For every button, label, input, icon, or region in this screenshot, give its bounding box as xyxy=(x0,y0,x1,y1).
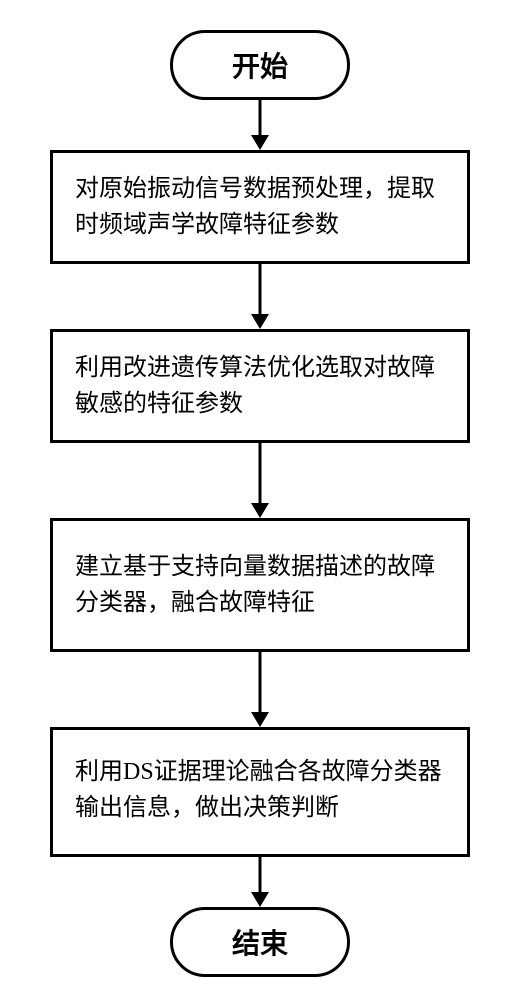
end-label: 结束 xyxy=(232,922,288,962)
arrow-down-icon xyxy=(245,264,275,329)
process-step-3: 建立基于支持向量数据描述的故障分类器，融合故障特征 xyxy=(50,518,470,652)
arrow-2 xyxy=(50,264,470,329)
arrow-down-icon xyxy=(245,443,275,518)
process-step-2: 利用改进遗传算法优化选取对故障敏感的特征参数 xyxy=(50,329,470,443)
flowchart-container: 开始 对原始振动信号数据预处理，提取时频域声学故障特征参数 利用改进遗传算法优化… xyxy=(50,30,470,977)
arrow-1 xyxy=(50,100,470,150)
step3-label: 建立基于支持向量数据描述的故障分类器，融合故障特征 xyxy=(75,549,445,621)
end-terminal: 结束 xyxy=(170,907,350,977)
process-step-1: 对原始振动信号数据预处理，提取时频域声学故障特征参数 xyxy=(50,150,470,264)
start-label: 开始 xyxy=(232,45,288,85)
arrow-down-icon xyxy=(245,100,275,150)
arrow-3 xyxy=(50,443,470,518)
step2-label: 利用改进遗传算法优化选取对故障敏感的特征参数 xyxy=(75,350,445,422)
process-step-4: 利用DS证据理论融合各故障分类器输出信息，做出决策判断 xyxy=(50,727,470,857)
step1-label: 对原始振动信号数据预处理，提取时频域声学故障特征参数 xyxy=(75,171,445,243)
arrow-down-icon xyxy=(245,652,275,727)
arrow-down-icon xyxy=(245,857,275,907)
arrow-4 xyxy=(50,652,470,727)
start-terminal: 开始 xyxy=(170,30,350,100)
arrow-5 xyxy=(50,857,470,907)
step4-label: 利用DS证据理论融合各故障分类器输出信息，做出决策判断 xyxy=(75,754,445,826)
